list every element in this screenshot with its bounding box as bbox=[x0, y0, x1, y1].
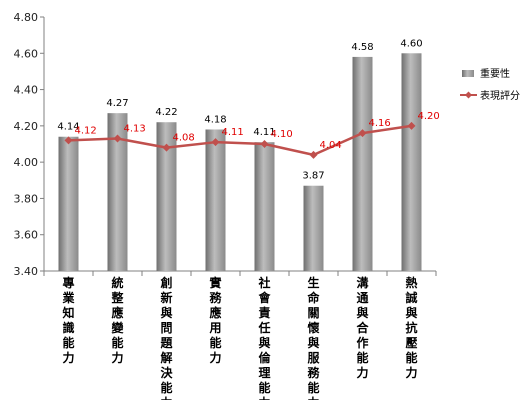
line-value-label: 4.11 bbox=[222, 127, 244, 138]
x-tick-label: 實務應用能力 bbox=[208, 275, 222, 365]
legend-swatch-bar bbox=[462, 70, 474, 77]
bar-value-label: 4.11 bbox=[253, 127, 275, 138]
line-value-label: 4.08 bbox=[173, 133, 195, 144]
bar-value-label: 4.58 bbox=[351, 42, 373, 53]
bar bbox=[58, 136, 79, 271]
y-tick-label: 4.00 bbox=[14, 156, 39, 169]
x-tick-label: 專業知識能力 bbox=[61, 275, 75, 365]
x-tick-label: 生命關懷與服務能力 bbox=[306, 275, 320, 400]
bar bbox=[352, 56, 373, 271]
x-tick-label: 創新與問題解決能力 bbox=[159, 275, 173, 400]
legend-swatch-marker bbox=[465, 91, 472, 99]
line-layer bbox=[64, 121, 416, 159]
bar-value-label: 4.14 bbox=[57, 122, 79, 133]
bar bbox=[303, 185, 324, 271]
legend-label-bar: 重要性 bbox=[480, 67, 510, 80]
line-point bbox=[309, 150, 318, 159]
x-tick-label: 熱誠與抗壓能力 bbox=[405, 275, 417, 380]
y-tick-label: 3.40 bbox=[14, 265, 39, 278]
bar-value-label: 4.22 bbox=[155, 107, 177, 118]
line-value-label: 4.20 bbox=[418, 111, 440, 122]
line-value-label: 4.16 bbox=[369, 118, 391, 129]
line-point bbox=[260, 140, 269, 148]
bar-value-label: 4.27 bbox=[106, 98, 128, 109]
y-tick-label: 4.60 bbox=[14, 47, 39, 60]
bar-value-label: 4.18 bbox=[204, 114, 226, 125]
legend: 重要性 表現評分 bbox=[460, 67, 520, 102]
label-layer: 4.14 4.27 4.22 4.18 4.11 3.87 4.58 4.60 4.12 4.13… bbox=[57, 38, 439, 181]
series-line-performance bbox=[68, 124, 412, 157]
line-point bbox=[407, 121, 416, 130]
y-tick-label: 3.60 bbox=[14, 229, 39, 242]
x-tick-label: 統整應變能力 bbox=[110, 275, 124, 365]
line-value-label: 4.10 bbox=[271, 129, 293, 140]
line-value-label: 4.12 bbox=[75, 125, 97, 136]
bar-value-label: 4.60 bbox=[400, 38, 422, 49]
bar bbox=[254, 142, 275, 271]
line-value-label: 4.04 bbox=[320, 140, 342, 151]
legend-label-line: 表現評分 bbox=[480, 89, 520, 102]
line-point bbox=[64, 136, 73, 145]
x-tick-label: 社會責任與倫理能力 bbox=[257, 275, 271, 400]
y-tick-label: 3.80 bbox=[14, 192, 39, 205]
y-tick-label: 4.40 bbox=[14, 84, 39, 97]
line-value-label: 4.13 bbox=[124, 124, 146, 135]
line-point bbox=[211, 138, 220, 147]
line-point bbox=[162, 143, 171, 152]
bar bbox=[156, 122, 177, 271]
line-point bbox=[113, 134, 122, 143]
bar-layer bbox=[58, 53, 422, 272]
y-tick-label: 4.20 bbox=[14, 120, 39, 133]
y-tick-label: 4.80 bbox=[14, 11, 39, 24]
bar bbox=[107, 113, 128, 272]
bar-value-label: 3.87 bbox=[302, 171, 324, 182]
bar bbox=[401, 53, 422, 272]
axis-layer: 3.40 3.60 3.80 4.00 4.20 4.40 4.60 4.80 專業知識能力 統整… bbox=[14, 11, 437, 400]
bar bbox=[205, 129, 226, 271]
x-tick-label: 溝通與合作能力 bbox=[356, 275, 369, 380]
line-point bbox=[358, 129, 367, 138]
